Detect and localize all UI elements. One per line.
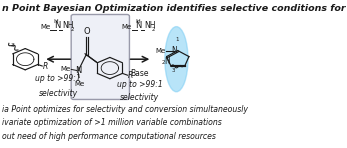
Text: Me: Me [74, 81, 84, 87]
Text: 3: 3 [172, 68, 176, 73]
FancyBboxPatch shape [71, 15, 129, 99]
Text: 1: 1 [176, 37, 179, 42]
Text: N: N [164, 57, 170, 66]
Text: Me: Me [121, 24, 132, 30]
Text: H: H [136, 19, 140, 24]
Text: 2: 2 [152, 27, 155, 32]
Text: ia Point optimizes for selectivity and conversion simultaneously: ia Point optimizes for selectivity and c… [2, 105, 248, 114]
Text: n Point Bayesian Optimization identifies selective conditions for each isomer: n Point Bayesian Optimization identifies… [2, 4, 347, 13]
Text: N: N [171, 46, 177, 55]
Text: ivariate optimization of >1 million variable combinations: ivariate optimization of >1 million vari… [2, 118, 222, 127]
Text: selectivity: selectivity [120, 93, 160, 102]
Text: out need of high performance computational resources: out need of high performance computation… [2, 132, 216, 141]
Text: selectivity: selectivity [39, 89, 78, 98]
Text: Base: Base [131, 69, 149, 78]
Text: up to >99:1: up to >99:1 [35, 74, 81, 83]
Text: 2: 2 [70, 27, 74, 32]
Text: R: R [43, 62, 48, 71]
Text: N: N [75, 66, 81, 75]
Text: 2: 2 [162, 59, 165, 65]
Text: Me: Me [40, 24, 50, 30]
Text: NH: NH [144, 21, 155, 30]
Text: NH: NH [62, 21, 74, 30]
Text: H: H [54, 19, 59, 24]
Text: Me: Me [155, 48, 166, 54]
Ellipse shape [165, 27, 188, 92]
Text: up to >99:1: up to >99:1 [117, 80, 163, 89]
Text: N: N [54, 21, 60, 30]
Text: Me: Me [61, 66, 71, 72]
Text: N: N [135, 21, 142, 30]
Text: O: O [84, 27, 90, 36]
Text: R: R [128, 71, 133, 80]
Text: 3: 3 [11, 44, 15, 49]
